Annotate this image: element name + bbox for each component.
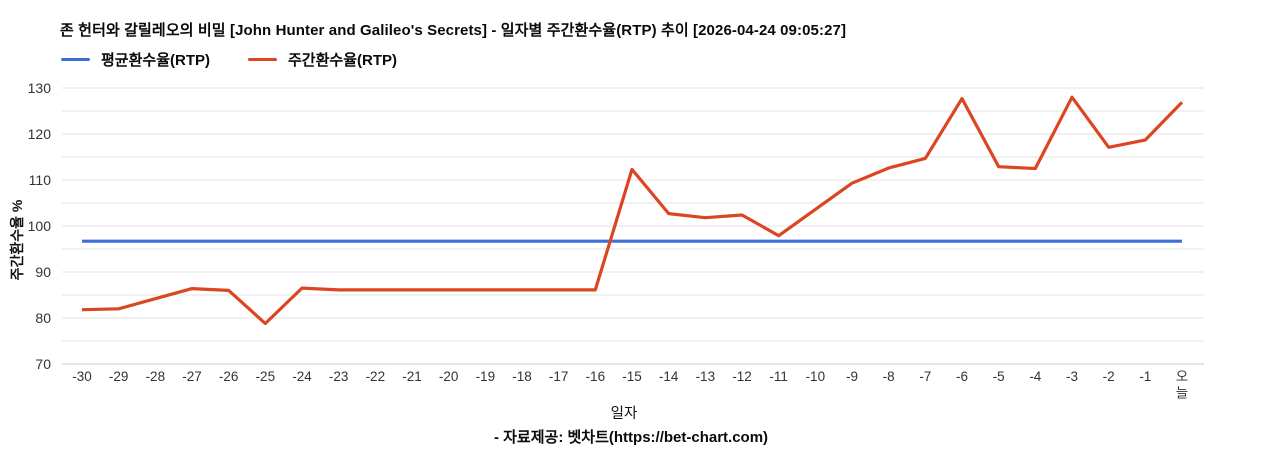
legend-item-weekly-rtp: 주간환수율(RTP) (248, 49, 397, 70)
x-tick-label: -24 (292, 369, 312, 384)
x-tick-label: -5 (993, 369, 1005, 384)
y-tick-label: 130 (28, 80, 52, 96)
x-tick-label: -13 (696, 369, 716, 384)
x-tick-label: -21 (402, 369, 422, 384)
x-tick-label: -1 (1139, 369, 1151, 384)
x-axis-title: 일자 (610, 406, 638, 422)
x-tick-label: -14 (659, 369, 679, 384)
x-tick-label: -2 (1103, 369, 1115, 384)
x-tick-label: -7 (919, 369, 931, 384)
legend-item-average-rtp: 평균환수율(RTP) (61, 49, 210, 70)
legend-label-average-rtp: 평균환수율(RTP) (101, 52, 210, 69)
x-tick-label: -23 (329, 369, 349, 384)
x-tick-label: -18 (512, 369, 532, 384)
legend-line-swatch-blue (61, 57, 90, 62)
y-tick-label: 80 (35, 310, 51, 326)
x-tick-label: -19 (476, 369, 496, 384)
x-tick-label: -3 (1066, 369, 1078, 384)
x-tick-label: -15 (622, 369, 642, 384)
y-axis-title: 주간환수율 % (9, 199, 25, 281)
chart-title: 존 헌터와 갈릴레오의 비밀 [John Hunter and Galileo'… (60, 22, 847, 39)
x-tick-label: -11 (769, 369, 788, 384)
x-tick-label: -20 (439, 369, 459, 384)
source-footer: - 자료제공: 벳차트(https://bet-chart.com) (493, 429, 769, 446)
x-tick-label: -4 (1029, 369, 1041, 384)
legend-line-swatch-red (248, 57, 277, 62)
x-tick-label: -17 (549, 369, 569, 384)
x-tick-label: 오 (1176, 369, 1188, 384)
x-tick-label: -29 (109, 369, 129, 384)
x-tick-label: -16 (586, 369, 606, 384)
y-tick-label: 100 (28, 218, 52, 234)
y-tick-label: 120 (28, 126, 52, 142)
x-tick-label: -27 (182, 369, 202, 384)
x-tick-label: -10 (806, 369, 826, 384)
x-tick-label: -26 (219, 369, 239, 384)
x-tick-label: -12 (732, 369, 752, 384)
y-tick-label: 110 (29, 172, 52, 188)
x-tick-label: -25 (256, 369, 276, 384)
x-tick-label: -30 (72, 369, 92, 384)
x-tick-label: -28 (146, 369, 166, 384)
x-tick-label: -6 (956, 369, 968, 384)
x-tick-label: -8 (883, 369, 895, 384)
legend: 평균환수율(RTP) 주간환수율(RTP) (61, 49, 397, 70)
x-tick-label: -22 (366, 369, 386, 384)
weekly-rtp-line (81, 95, 1184, 326)
y-tick-label: 70 (35, 356, 51, 372)
legend-label-weekly-rtp: 주간환수율(RTP) (288, 52, 397, 69)
y-tick-label: 90 (35, 264, 51, 280)
x-tick-label: 늘 (1176, 386, 1188, 401)
x-tick-label: -9 (846, 369, 858, 384)
